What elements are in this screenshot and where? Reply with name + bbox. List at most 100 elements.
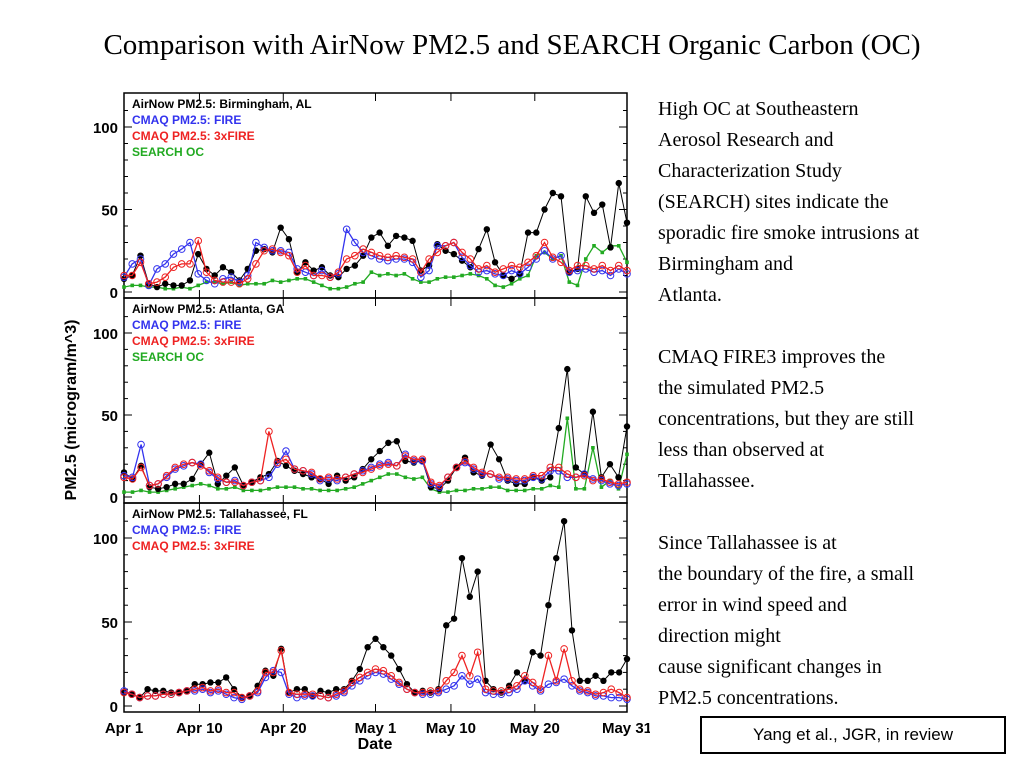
data-point (137, 440, 145, 449)
data-point (574, 487, 578, 491)
x-tick-label: May 10 (426, 720, 476, 737)
data-point (623, 266, 631, 275)
data-point (276, 248, 285, 257)
data-point (227, 273, 235, 281)
data-point (206, 687, 215, 695)
y-tick-label: 0 (110, 285, 118, 302)
data-point (137, 463, 145, 472)
legend-entry: AirNow PM2.5: Tallahassee, FL (132, 507, 308, 521)
y-tick-label: 100 (93, 120, 118, 137)
y-tick-label: 50 (101, 203, 118, 220)
data-point (600, 677, 607, 684)
legend-entry: CMAQ PM2.5: FIRE (132, 523, 241, 537)
data-point (606, 271, 615, 280)
data-point (403, 475, 408, 480)
data-point (230, 688, 238, 697)
data-point (222, 688, 230, 697)
data-point (452, 463, 461, 472)
data-point (130, 490, 135, 494)
data-point (552, 677, 561, 685)
data-point (524, 263, 532, 272)
y-tick-label: 0 (110, 490, 118, 507)
data-point (376, 229, 383, 236)
data-point (262, 281, 266, 286)
data-point (452, 275, 456, 279)
data-point (212, 280, 217, 284)
series-line (123, 431, 628, 487)
data-point (480, 487, 484, 491)
data-point (583, 257, 588, 261)
data-point (144, 686, 151, 693)
legend-entry: AirNow PM2.5: Atlanta, GA (132, 302, 285, 316)
data-point (616, 244, 621, 248)
data-point (154, 480, 162, 488)
data-point (359, 245, 367, 253)
data-point (582, 193, 589, 200)
data-point (243, 275, 252, 283)
data-point (615, 474, 622, 481)
data-point (332, 690, 341, 699)
data-point (444, 473, 452, 482)
data-point (320, 283, 324, 288)
x-tick-label: May 20 (510, 720, 560, 737)
data-point (403, 685, 411, 694)
data-point (369, 478, 374, 483)
data-point (222, 674, 230, 681)
data-point (553, 554, 560, 562)
data-point (475, 245, 482, 253)
data-point (277, 646, 285, 655)
data-point (273, 458, 282, 467)
data-point (395, 678, 403, 687)
data-point (489, 687, 498, 695)
data-point (393, 438, 401, 445)
data-point (171, 463, 179, 472)
data-point (450, 668, 458, 677)
data-point (471, 487, 476, 491)
data-point (214, 685, 223, 694)
data-point (196, 462, 205, 470)
data-point (420, 475, 425, 480)
data-point (147, 490, 152, 494)
data-point (512, 475, 520, 483)
data-point (505, 685, 513, 694)
data-point (162, 280, 169, 287)
data-point (163, 286, 168, 291)
data-point (410, 277, 415, 281)
data-point (435, 277, 440, 281)
data-point (222, 478, 231, 487)
data-point (136, 258, 145, 267)
data-point (195, 250, 202, 258)
data-point (599, 201, 606, 208)
data-point (433, 248, 442, 257)
data-point (474, 568, 481, 575)
data-point (565, 416, 570, 421)
data-point (426, 687, 435, 695)
data-point (560, 645, 568, 653)
data-point (537, 471, 546, 480)
data-point (293, 690, 301, 699)
data-point (138, 283, 143, 288)
data-point (507, 261, 516, 270)
data-point (144, 279, 153, 288)
data-point (369, 270, 374, 274)
data-point (544, 651, 553, 660)
data-point (410, 688, 419, 697)
x-tick-label: Apr 20 (260, 720, 307, 737)
data-point (270, 278, 275, 283)
page-title: Comparison with AirNow PM2.5 and SEARCH … (103, 29, 921, 61)
data-point (469, 463, 478, 472)
data-point (412, 477, 416, 481)
data-point (361, 280, 365, 284)
data-point (277, 224, 284, 231)
panel-3: 0 50 100 AirNow PM2.5: Tallahassee, FL CMAQ … (93, 502, 650, 737)
data-point (307, 468, 316, 477)
data-point (418, 455, 427, 464)
data-point (505, 488, 510, 493)
data-point (461, 457, 469, 465)
y-tick-label: 50 (101, 615, 118, 632)
data-point (625, 452, 629, 457)
data-point (342, 255, 351, 263)
data-point (590, 265, 598, 273)
data-point (343, 265, 350, 273)
data-point (351, 262, 359, 269)
